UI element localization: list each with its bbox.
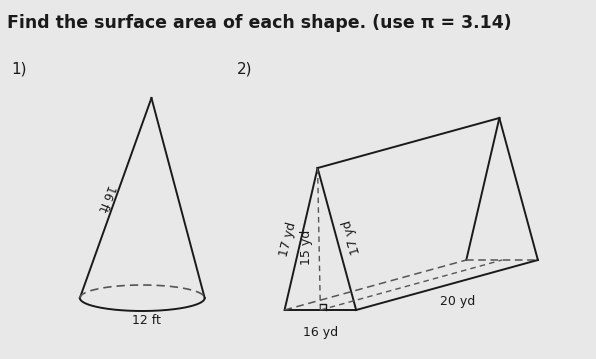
Text: 1): 1) [11, 62, 26, 77]
Text: 17 yd: 17 yd [340, 218, 363, 256]
Text: Find the surface area of each shape. (use π = 3.14): Find the surface area of each shape. (us… [7, 14, 512, 32]
Text: 17 yd: 17 yd [278, 220, 299, 258]
Text: 15 yd: 15 yd [300, 229, 313, 265]
Text: 16 ft: 16 ft [95, 183, 117, 213]
Text: 16 yd: 16 yd [303, 326, 338, 339]
Text: 12 ft: 12 ft [132, 314, 162, 327]
Text: 20 yd: 20 yd [440, 295, 476, 308]
Text: 2): 2) [237, 62, 252, 77]
